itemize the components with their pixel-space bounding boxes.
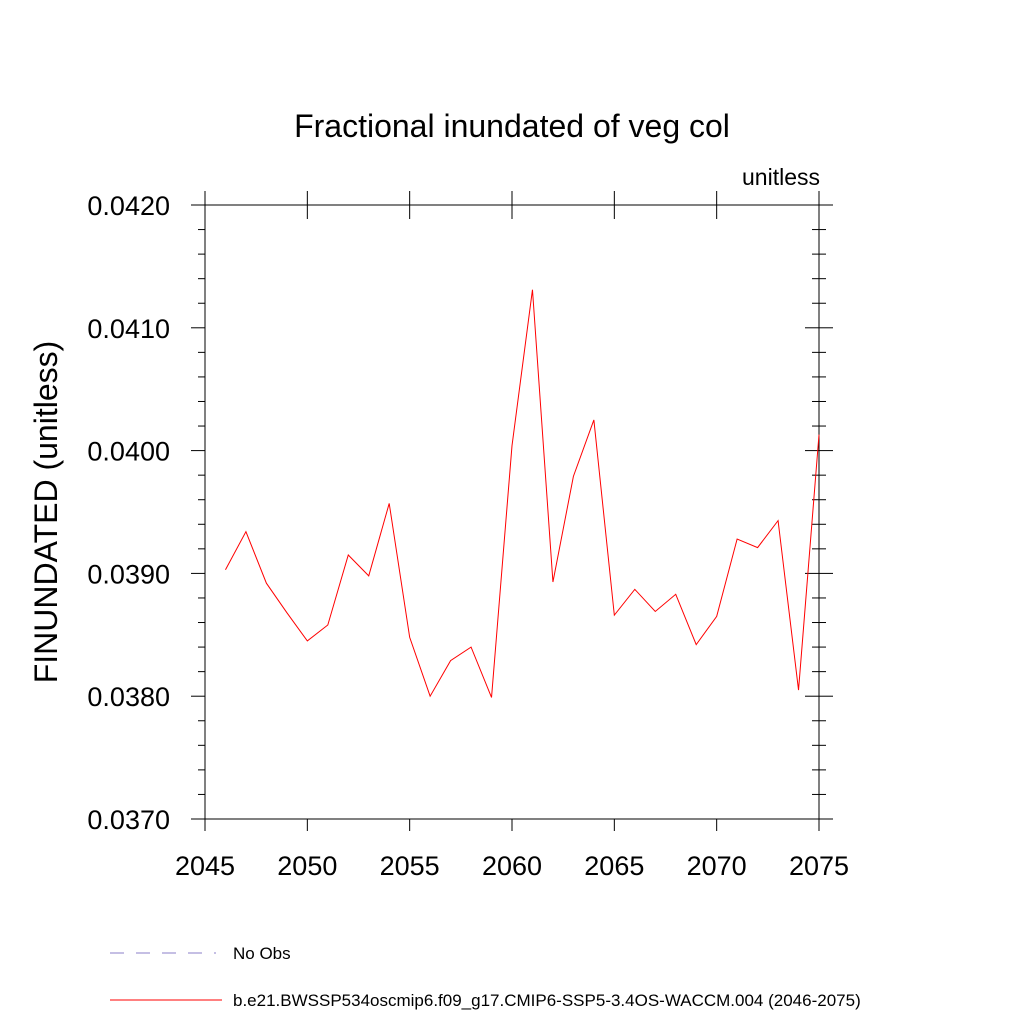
x-tick-label: 2045	[175, 851, 235, 881]
y-tick-label: 0.0410	[87, 314, 170, 344]
x-tick-label: 2060	[482, 851, 542, 881]
x-tick-label: 2070	[687, 851, 747, 881]
legend: No Obs b.e21.BWSSP534oscmip6.f09_g17.CMI…	[110, 944, 861, 1010]
axis-ticks	[191, 191, 833, 831]
x-tick-label: 2065	[584, 851, 644, 881]
legend-label-no-obs: No Obs	[233, 944, 291, 963]
y-axis-label: FINUNDATED (unitless)	[28, 341, 64, 684]
y-tick-label: 0.0420	[87, 191, 170, 221]
legend-label-model: b.e21.BWSSP534oscmip6.f09_g17.CMIP6-SSP5…	[233, 991, 861, 1010]
x-tick-label: 2075	[789, 851, 849, 881]
series-group	[225, 289, 820, 698]
y-tick-label: 0.0370	[87, 805, 170, 835]
y-tick-label: 0.0380	[87, 682, 170, 712]
y-tick-label: 0.0390	[87, 559, 170, 589]
plot-frame	[204, 204, 820, 820]
x-tick-label: 2055	[380, 851, 440, 881]
x-tick-label: 2050	[277, 851, 337, 881]
series-line-0	[225, 289, 820, 698]
axis-tick-labels: 2045 2050 2055 2060 2065 2070 2075 0.0370 0.0380…	[87, 191, 849, 881]
y-tick-label: 0.0400	[87, 437, 170, 467]
chart-title: Fractional inundated of veg col	[294, 108, 730, 144]
units-label: unitless	[742, 164, 820, 190]
